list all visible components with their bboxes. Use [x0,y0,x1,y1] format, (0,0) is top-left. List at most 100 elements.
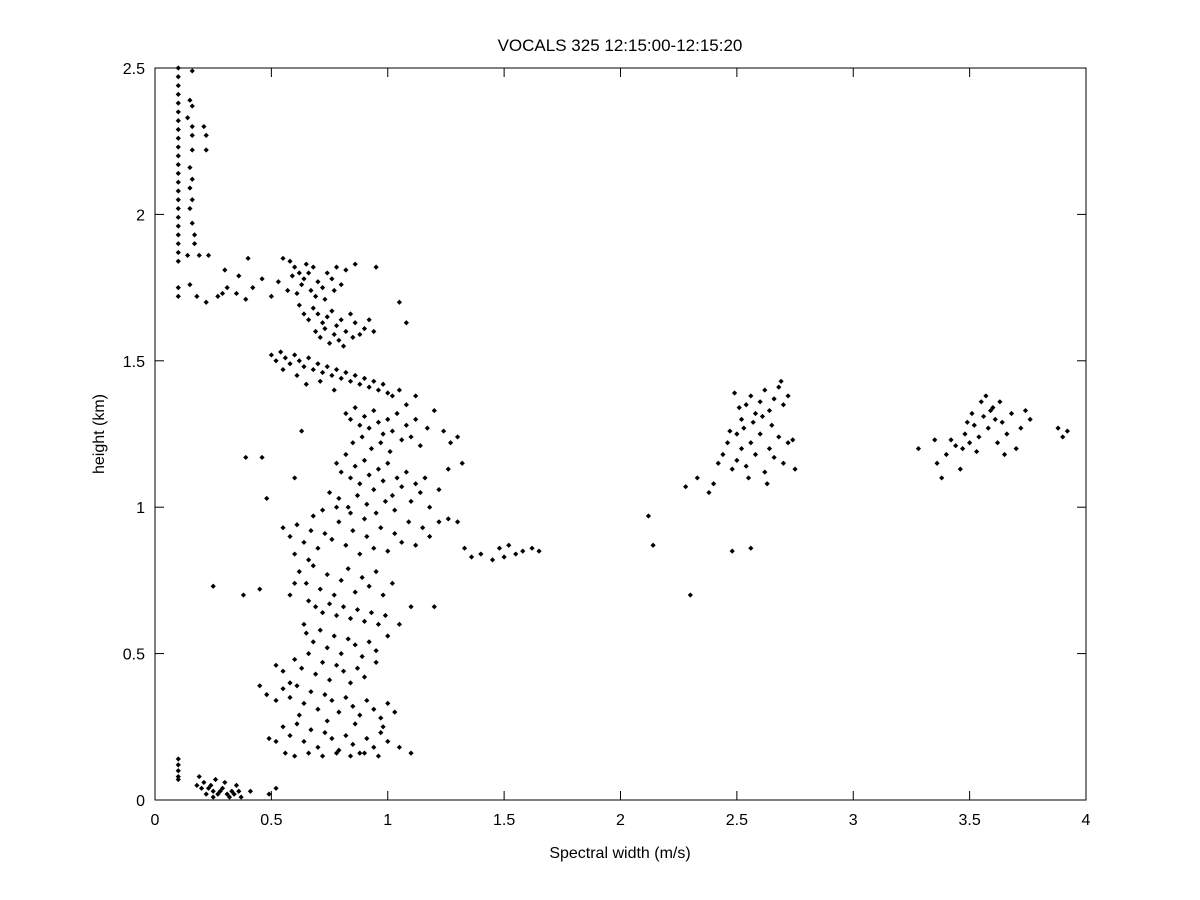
data-point [292,475,298,481]
data-point [331,387,337,393]
data-point [326,489,333,496]
data-point [427,533,433,540]
data-point [205,252,212,258]
data-point [743,402,749,408]
data-point [380,724,386,730]
data-point [324,314,330,320]
x-axis-label: Spectral width (m/s) [549,845,690,862]
x-tick-label: 0.5 [260,812,282,829]
data-point [280,366,286,373]
data-point [345,504,351,510]
data-point [175,188,181,194]
data-point [175,118,181,124]
data-point [371,487,377,493]
data-point [734,457,740,463]
data-point [361,413,368,420]
data-point [780,402,787,408]
data-point [350,334,356,340]
data-point [406,519,412,525]
data-point [734,431,740,437]
data-point [431,407,437,414]
data-point [329,372,335,379]
data-point [175,162,181,168]
data-point [175,91,181,97]
data-point [375,466,382,472]
data-point [385,416,391,422]
data-point [932,437,938,443]
data-point [1018,425,1024,431]
data-point [427,504,433,510]
data-point [224,791,230,797]
data-point [175,144,181,150]
data-point [408,604,414,610]
data-point [303,381,309,387]
data-point [385,548,391,554]
data-point [203,299,209,305]
data-point [347,311,354,317]
data-point [752,410,759,417]
data-point [378,525,384,531]
data-point [329,308,335,314]
data-point [373,648,379,654]
data-point [385,738,391,745]
data-point [329,735,335,742]
data-point [187,205,193,212]
data-point [364,533,370,540]
data-point [308,727,314,733]
data-point [329,276,335,282]
data-point [285,287,291,294]
data-point [278,349,284,355]
data-point [317,378,323,384]
data-point [219,785,226,791]
data-point [217,788,223,794]
data-point [352,320,358,326]
data-point [969,410,975,417]
data-point [245,255,251,261]
data-point [187,164,193,171]
data-point [282,355,288,361]
data-point [999,419,1005,425]
data-point [727,428,733,434]
data-point [268,352,274,358]
data-point [233,290,240,297]
data-point [310,366,316,373]
data-point [196,252,202,258]
y-tick-label: 0 [136,793,145,810]
data-point [264,691,270,698]
data-point [378,715,384,721]
data-point [203,147,209,153]
data-point [257,683,263,689]
data-point [399,484,405,490]
data-point [478,551,484,557]
data-point [454,519,461,525]
data-point [408,750,414,756]
data-point [368,610,375,616]
data-point [776,434,782,440]
data-point [222,267,228,273]
data-point [748,393,754,399]
data-point [371,407,377,414]
data-point [226,794,233,800]
data-point [1064,428,1070,434]
data-point [529,545,535,551]
data-point [319,320,326,326]
data-point [378,730,384,736]
data-point [771,396,777,402]
data-point [771,454,777,461]
data-point [413,481,419,487]
data-point [326,340,333,346]
data-point [198,785,205,791]
data-point [308,528,314,534]
data-point [187,97,193,103]
data-point [953,443,959,449]
data-point [380,478,386,484]
y-tick-label: 1 [136,500,145,517]
data-point [238,794,244,800]
data-point [720,451,726,458]
data-point [301,539,307,545]
data-point [745,475,752,481]
data-point [1060,434,1066,440]
data-point [939,475,945,481]
data-point [769,422,775,428]
